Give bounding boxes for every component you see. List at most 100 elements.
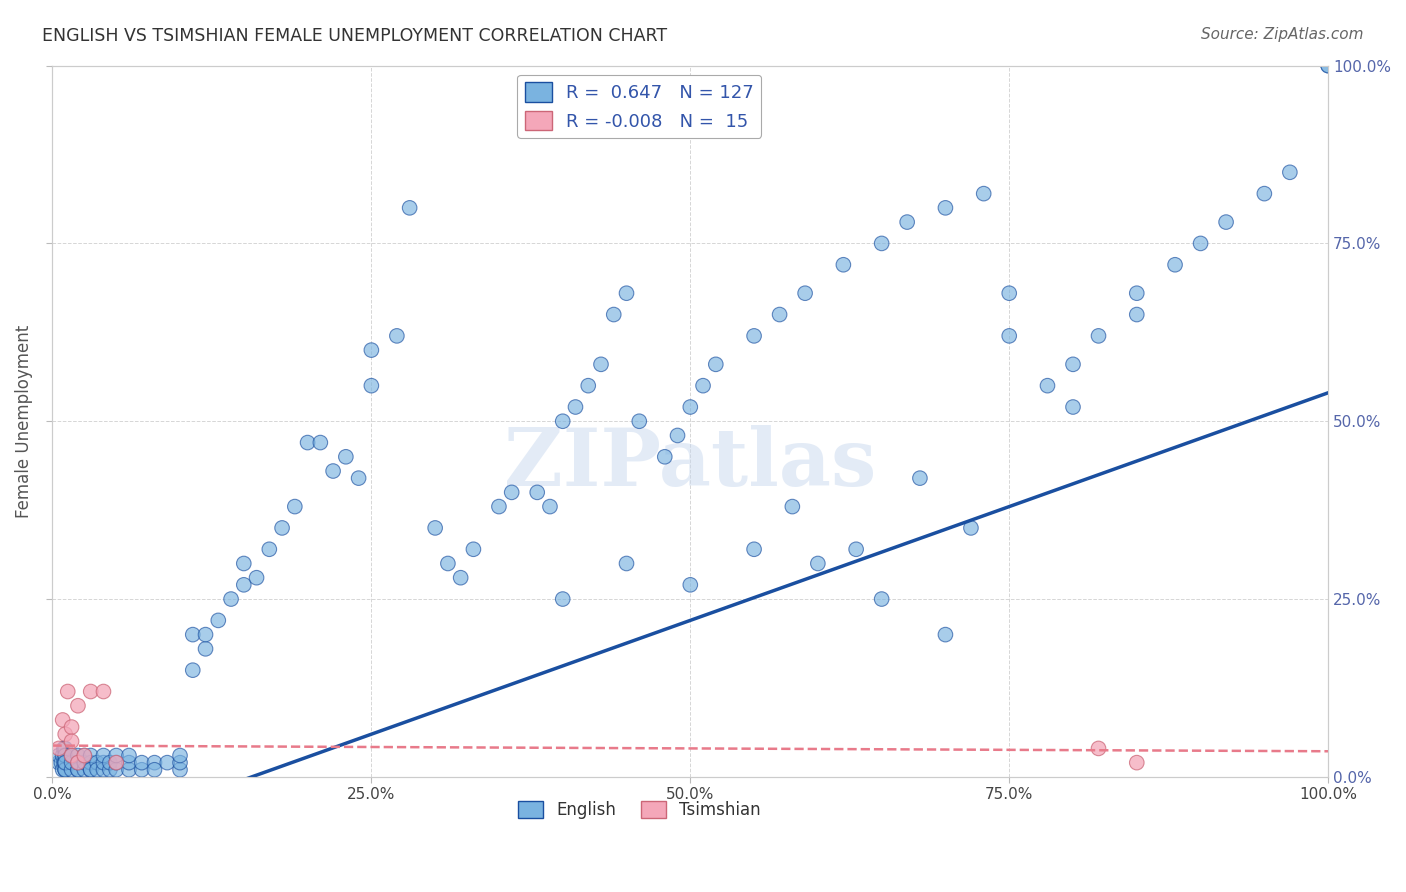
Point: [219, 592, 242, 607]
Point: [450, 571, 472, 585]
Point: [80, 763, 103, 777]
Point: [53, 756, 76, 770]
Point: [960, 521, 983, 535]
Point: [131, 756, 153, 770]
Point: [93, 684, 115, 698]
Point: [53, 756, 76, 770]
Point: [93, 756, 115, 770]
Point: [1126, 286, 1149, 301]
Point: [692, 378, 714, 392]
Point: [1317, 59, 1340, 73]
Text: Source: ZipAtlas.com: Source: ZipAtlas.com: [1201, 27, 1364, 42]
Point: [232, 557, 254, 571]
Point: [53, 763, 76, 777]
Point: [66, 756, 89, 770]
Point: [66, 763, 89, 777]
Point: [1317, 59, 1340, 73]
Point: [60, 734, 83, 748]
Point: [66, 748, 89, 763]
Point: [398, 201, 420, 215]
Point: [973, 186, 995, 201]
Point: [463, 542, 485, 557]
Point: [628, 414, 651, 428]
Point: [105, 748, 128, 763]
Point: [73, 763, 96, 777]
Point: [118, 763, 141, 777]
Point: [48, 748, 70, 763]
Point: [66, 763, 89, 777]
Point: [1164, 258, 1187, 272]
Point: [93, 763, 115, 777]
Point: [271, 521, 294, 535]
Point: [60, 756, 83, 770]
Point: [53, 763, 76, 777]
Point: [105, 756, 128, 770]
Point: [768, 308, 790, 322]
Point: [589, 357, 612, 371]
Point: [1062, 357, 1084, 371]
Point: [896, 215, 918, 229]
Point: [679, 400, 702, 414]
Point: [832, 258, 855, 272]
Point: [60, 748, 83, 763]
Point: [52, 763, 75, 777]
Point: [538, 500, 561, 514]
Point: [66, 698, 89, 713]
Point: [80, 763, 103, 777]
Point: [143, 763, 166, 777]
Point: [169, 763, 191, 777]
Point: [423, 521, 446, 535]
Point: [347, 471, 370, 485]
Point: [742, 542, 765, 557]
Point: [782, 500, 804, 514]
Text: ZIPatlas: ZIPatlas: [505, 425, 876, 503]
Point: [309, 435, 332, 450]
Point: [1189, 236, 1212, 251]
Point: [908, 471, 931, 485]
Point: [245, 571, 267, 585]
Point: [53, 727, 76, 741]
Point: [616, 286, 638, 301]
Legend: English, Tsimshian: English, Tsimshian: [510, 794, 768, 825]
Point: [870, 592, 893, 607]
Point: [679, 578, 702, 592]
Point: [53, 748, 76, 763]
Point: [52, 748, 75, 763]
Point: [385, 329, 408, 343]
Point: [53, 748, 76, 763]
Point: [86, 756, 108, 770]
Point: [794, 286, 817, 301]
Point: [1087, 741, 1109, 756]
Point: [156, 756, 179, 770]
Point: [603, 308, 626, 322]
Point: [80, 748, 103, 763]
Point: [98, 763, 121, 777]
Point: [232, 578, 254, 592]
Point: [551, 592, 574, 607]
Point: [169, 748, 191, 763]
Point: [181, 663, 204, 677]
Point: [1126, 308, 1149, 322]
Y-axis label: Female Unemployment: Female Unemployment: [15, 325, 32, 518]
Point: [335, 450, 357, 464]
Point: [194, 641, 217, 656]
Point: [501, 485, 523, 500]
Point: [1036, 378, 1059, 392]
Point: [998, 286, 1021, 301]
Point: [259, 542, 281, 557]
Point: [143, 756, 166, 770]
Point: [80, 684, 103, 698]
Point: [105, 763, 128, 777]
Point: [998, 329, 1021, 343]
Point: [56, 684, 79, 698]
Point: [73, 756, 96, 770]
Point: [194, 627, 217, 641]
Point: [105, 756, 128, 770]
Point: [742, 329, 765, 343]
Point: [1278, 165, 1301, 179]
Point: [48, 756, 70, 770]
Point: [53, 756, 76, 770]
Point: [98, 756, 121, 770]
Point: [654, 450, 676, 464]
Point: [118, 756, 141, 770]
